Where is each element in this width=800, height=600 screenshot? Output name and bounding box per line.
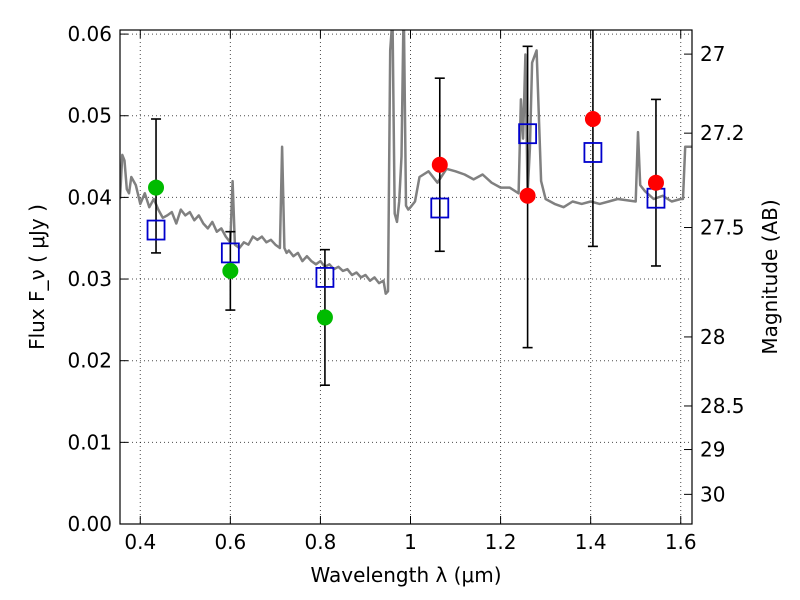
y-tick-label: 0.06	[67, 22, 112, 46]
x-tick-label: 1.4	[575, 530, 607, 554]
y2-tick-label: 29	[700, 438, 725, 462]
red-data-point	[519, 187, 536, 204]
plot-area	[120, 30, 692, 386]
y2-tick-label: 27.2	[700, 121, 745, 145]
y-tick-label: 0.03	[67, 267, 112, 291]
model-square-marker	[430, 197, 450, 219]
model-square-marker	[583, 142, 603, 163]
x-tick-label: 1	[404, 530, 417, 554]
model-square-marker	[146, 219, 166, 241]
red-data-point	[647, 174, 664, 191]
x-tick-label: 1.6	[665, 530, 697, 554]
y-axis-title: Flux F_ν ( μJy )	[25, 204, 49, 350]
green-data-point	[222, 262, 239, 279]
y-tick-label: 0.04	[67, 185, 112, 209]
x-tick-label: 1.2	[485, 530, 517, 554]
y2-axis-title: Magnitude (AB)	[758, 199, 782, 354]
plot-frame	[119, 29, 693, 525]
y2-tick-label: 28	[700, 325, 725, 349]
spectrum-line	[120, 30, 692, 295]
y-tick-label: 0.05	[67, 104, 112, 128]
red-data-point	[584, 111, 601, 128]
model-square-marker	[518, 123, 538, 145]
axis-ticks: 0.4 0.6 0.8 1 1.2 1.4 1.6 0.00 0.01 0.02 0.03 0.04 0…	[67, 22, 744, 554]
y2-tick-label: 30	[700, 482, 725, 506]
red-data-point	[431, 156, 448, 173]
y-tick-label: 0.01	[67, 430, 112, 454]
y2-tick-label: 27.5	[700, 216, 745, 240]
green-data-point	[316, 309, 333, 326]
x-tick-label: 0.4	[124, 530, 156, 554]
y-tick-label: 0.02	[67, 349, 112, 373]
model-square-marker	[315, 267, 335, 288]
y-tick-label: 0.00	[67, 512, 112, 536]
model-square-marker	[220, 242, 240, 264]
y2-tick-label: 27	[700, 42, 725, 66]
y2-tick-label: 28.5	[700, 394, 745, 418]
x-tick-label: 0.6	[214, 530, 246, 554]
green-data-point	[148, 179, 165, 196]
x-tick-label: 0.8	[305, 530, 337, 554]
x-axis-title: Wavelength λ (μm)	[310, 563, 501, 587]
